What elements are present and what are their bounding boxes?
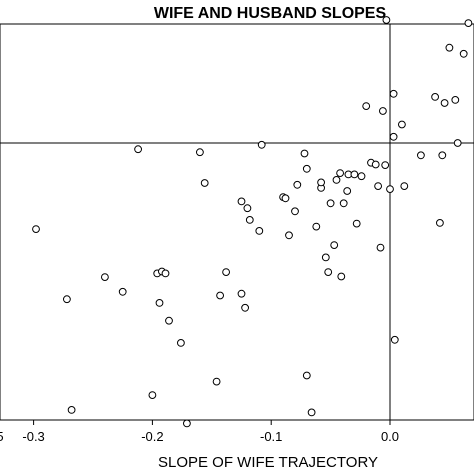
- data-point: [379, 107, 387, 115]
- data-point: [374, 182, 383, 191]
- data-point: [222, 268, 231, 277]
- data-point: [357, 172, 366, 181]
- data-point: [177, 339, 185, 347]
- data-point: [165, 316, 173, 325]
- data-point: [148, 391, 157, 400]
- data-point: [330, 241, 339, 250]
- data-point: [67, 406, 76, 414]
- data-point: [200, 179, 209, 187]
- data-point: [183, 419, 191, 428]
- data-point: [237, 197, 246, 206]
- data-point: [389, 89, 398, 98]
- data-point: [431, 93, 440, 101]
- data-point: [101, 273, 109, 282]
- data-point: [440, 99, 449, 107]
- data-point: [376, 243, 385, 252]
- data-point: [317, 178, 326, 187]
- data-point: [343, 187, 352, 195]
- chart-title: WIFE AND HUSBAND SLOPES: [154, 5, 387, 22]
- data-point: [350, 170, 359, 179]
- x-tick-label: -0.2: [141, 429, 163, 444]
- data-point: [400, 182, 409, 191]
- data-point: [134, 145, 143, 154]
- plot-frame: [0, 23, 474, 421]
- x-tick-label: -0.1: [260, 429, 282, 444]
- data-point: [291, 207, 299, 216]
- data-point: [243, 204, 252, 213]
- data-point: [438, 151, 447, 160]
- data-point: [332, 176, 341, 184]
- data-point: [216, 291, 225, 300]
- data-point: [436, 219, 444, 227]
- data-point: [300, 149, 309, 158]
- data-point: [464, 19, 473, 28]
- data-point: [459, 49, 468, 58]
- x-axis-label: SLOPE OF WIFE TRAJECTORY: [158, 454, 378, 471]
- data-point: [302, 164, 311, 173]
- data-point: [336, 169, 345, 178]
- data-point: [312, 222, 321, 231]
- data-point: [118, 287, 127, 296]
- data-point: [32, 225, 40, 234]
- data-point: [321, 253, 330, 262]
- data-point: [453, 139, 462, 147]
- data-point: [196, 148, 204, 157]
- data-point: [451, 96, 460, 104]
- data-point: [245, 216, 254, 224]
- data-point: [390, 335, 399, 344]
- x-tick-label: -0.3: [22, 429, 44, 444]
- data-point: [161, 269, 170, 278]
- x-tick-label-partial: 5: [0, 429, 4, 444]
- data-point: [389, 132, 398, 141]
- data-point: [285, 231, 293, 240]
- x-axis-ticks: -0.4-0.3-0.2-0.10.00.10.2: [22, 420, 399, 444]
- data-point: [255, 227, 264, 235]
- data-point: [241, 303, 250, 312]
- data-point: [352, 219, 361, 228]
- data-point: [302, 371, 311, 380]
- data-point: [381, 161, 390, 170]
- data-point: [445, 43, 454, 52]
- x-tick-label: 0.0: [381, 429, 399, 444]
- data-point: [382, 16, 391, 24]
- data-point: [337, 272, 346, 281]
- data-point: [155, 299, 164, 307]
- data-point: [362, 102, 371, 110]
- data-point: [293, 180, 302, 189]
- data-point: [257, 140, 266, 149]
- data-point: [324, 268, 333, 277]
- data-point: [339, 199, 348, 208]
- data-point: [237, 289, 246, 298]
- data-point: [63, 295, 71, 304]
- data-point: [386, 185, 394, 194]
- data-point: [307, 408, 316, 417]
- data-point: [281, 194, 290, 203]
- data-point: [417, 151, 425, 160]
- data-point: [326, 199, 335, 208]
- data-points: [32, 16, 473, 428]
- data-point: [398, 120, 406, 129]
- data-point: [212, 377, 221, 386]
- data-point: [371, 160, 380, 169]
